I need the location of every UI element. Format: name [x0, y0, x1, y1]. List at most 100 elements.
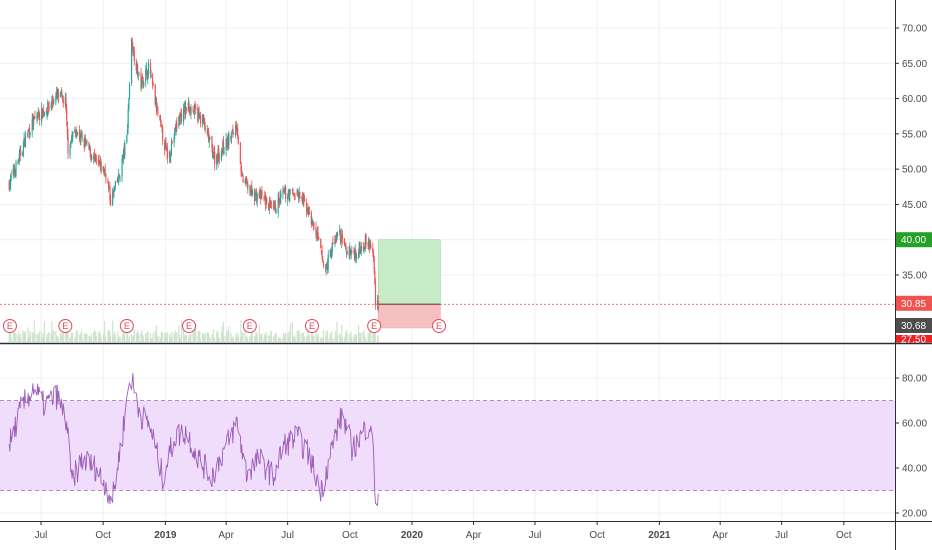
candle-body — [85, 137, 87, 144]
rsi-tick-label: 40.00 — [902, 464, 927, 475]
candle-body — [109, 186, 111, 200]
earnings-marker[interactable]: E — [367, 319, 382, 333]
candle-body — [95, 158, 98, 160]
earnings-marker[interactable]: E — [181, 319, 196, 333]
earnings-marker[interactable]: E — [304, 319, 319, 333]
candle-body — [302, 196, 304, 203]
volume-bar — [199, 338, 202, 342]
candle-body — [293, 194, 296, 196]
volume-bar — [237, 338, 239, 342]
candle-body — [235, 123, 237, 130]
candle-body — [74, 130, 77, 134]
volume-bar — [254, 335, 256, 342]
candle-body — [37, 112, 39, 118]
candle-body — [206, 129, 208, 131]
rsi-tick-label: 80.00 — [902, 374, 927, 385]
volume-bar — [320, 337, 323, 342]
candle-body — [197, 111, 200, 119]
candle-body — [10, 176, 12, 177]
volume-bar — [197, 331, 200, 342]
volume-bar — [258, 324, 260, 342]
volume-bar — [183, 334, 185, 342]
time-axis[interactable]: Jul Oct 2019 Apr Jul Oct 2020 Apr Jul Oct 2021 Apr J… — [35, 521, 852, 541]
volume-bar — [201, 333, 204, 342]
volume-bar — [216, 330, 218, 342]
volume-bar — [142, 334, 144, 342]
candle-body — [50, 105, 52, 108]
candle-body — [332, 242, 334, 245]
candle-body — [164, 141, 166, 149]
volume-bar — [345, 331, 347, 342]
volume-bar — [209, 337, 211, 342]
volume-bar — [346, 333, 348, 342]
candle-body — [318, 237, 320, 239]
price-tick-label: 45.00 — [902, 200, 927, 211]
candle-body — [151, 75, 154, 84]
earnings-marker[interactable]: E — [119, 319, 134, 333]
volume-bar — [160, 332, 162, 342]
candle-body — [351, 251, 353, 253]
candle-body — [353, 251, 355, 252]
candle-body — [322, 259, 324, 263]
volume-bar — [133, 328, 135, 342]
volume-bar — [305, 337, 308, 342]
volume-bar — [345, 330, 348, 342]
candle-body — [178, 115, 181, 123]
candle-body — [162, 127, 164, 141]
volume-bar — [331, 338, 333, 342]
volume-bar — [308, 334, 310, 342]
earnings-marker[interactable]: E — [242, 319, 257, 333]
candle-body — [279, 196, 281, 201]
candle-body — [131, 39, 133, 51]
candle-body — [190, 106, 192, 114]
candle-body — [266, 198, 268, 204]
volume-bar — [114, 331, 116, 342]
volume-bar — [198, 330, 200, 342]
candle-body — [299, 191, 301, 199]
candle-body — [199, 113, 201, 115]
volume-bar — [236, 335, 238, 342]
volume-bar — [326, 336, 328, 342]
candle-body — [166, 146, 168, 148]
volume-bar — [364, 338, 366, 342]
rsi-band — [0, 400, 895, 491]
candle-body — [235, 125, 237, 136]
candle-body — [107, 179, 109, 183]
candle-body — [367, 242, 369, 246]
volume-bar — [360, 333, 362, 342]
candle-body — [287, 194, 289, 196]
earnings-marker[interactable]: E — [432, 319, 447, 333]
volume-bar — [330, 331, 333, 342]
volume-bar — [66, 331, 68, 342]
volume-bar — [43, 321, 45, 342]
candle-body — [326, 262, 328, 270]
candle-body — [255, 191, 257, 194]
candle-body — [261, 190, 263, 196]
volume-bar — [188, 334, 190, 342]
candle-body — [84, 138, 86, 146]
candle-body — [65, 98, 67, 110]
candle-body — [116, 179, 118, 182]
candle-body — [80, 134, 82, 140]
volume-bar — [70, 332, 73, 342]
earnings-marker[interactable]: E — [2, 319, 17, 333]
candle-body — [189, 109, 191, 112]
volume-bar — [114, 334, 116, 342]
long-position-tool[interactable] — [0, 239, 895, 329]
candle-body — [370, 244, 372, 249]
volume-bar — [57, 338, 59, 342]
earnings-marker-circle — [2, 319, 17, 333]
volume-bar — [79, 334, 81, 342]
candle-body — [244, 180, 246, 183]
volume-bar — [43, 332, 45, 342]
earnings-marker-label: E — [247, 321, 253, 331]
volume-bar — [368, 331, 371, 342]
price-axis[interactable]: 35.00 40.00 45.00 50.00 55.00 60.00 65.00 70.00… — [895, 24, 927, 520]
candle-body — [147, 75, 149, 79]
earnings-marker[interactable]: E — [58, 319, 73, 333]
candle-body — [41, 108, 43, 119]
volume-bar — [9, 332, 12, 342]
candle-body — [298, 192, 300, 196]
